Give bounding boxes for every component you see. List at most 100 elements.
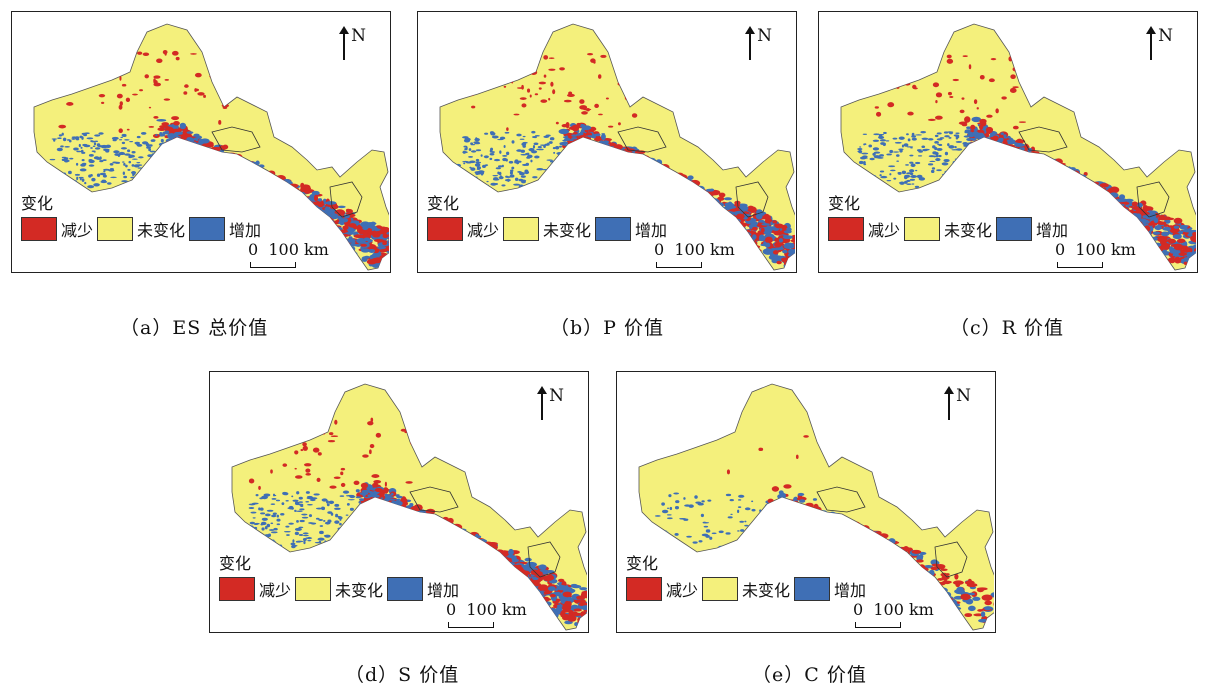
scale-bar: 0 100 km — [654, 240, 735, 268]
north-arrow-icon — [1146, 26, 1157, 60]
legend: 减少 未变化 增加 — [21, 217, 265, 241]
legend-title: 变化 — [21, 194, 54, 213]
map-panel-d: N 变化 减少 未变化 增加 0 100 km — [209, 371, 589, 633]
legend-label-decrease: 减少 — [467, 221, 500, 240]
map-panel-b: N 变化 减少 未变化 增加 0 100 km — [417, 11, 797, 273]
legend-label-unchanged: 未变化 — [335, 581, 384, 600]
legend-swatch-increase — [996, 217, 1033, 241]
legend-label-unchanged: 未变化 — [742, 581, 791, 600]
caption-a: （a）ES 总价值 — [120, 317, 269, 339]
legend-swatch-decrease — [219, 577, 255, 601]
legend-swatch-increase — [794, 577, 831, 601]
caption-e: （e）C 价值 — [752, 664, 867, 686]
scale-bar: 0 100 km — [1055, 240, 1136, 268]
legend-title: 变化 — [828, 194, 861, 213]
legend-swatch-unchanged — [702, 577, 739, 601]
legend-label-increase: 增加 — [1036, 221, 1069, 240]
legend-item-unchanged: 未变化 — [904, 217, 992, 241]
legend-label-decrease: 减少 — [61, 221, 94, 240]
map-image — [840, 23, 1196, 271]
north-arrow-icon — [339, 26, 350, 60]
legend-item-unchanged: 未变化 — [702, 577, 790, 601]
north-arrow-icon — [944, 386, 955, 420]
legend-label-increase: 增加 — [427, 581, 460, 600]
map-image — [439, 23, 795, 271]
legend-label-decrease: 减少 — [259, 581, 292, 600]
scale-bar: 0 100 km — [853, 600, 934, 628]
legend-swatch-increase — [387, 577, 424, 601]
scale-zero: 0 — [853, 600, 864, 619]
legend-swatch-unchanged — [97, 217, 134, 241]
legend-swatch-increase — [189, 217, 226, 241]
legend-label-increase: 增加 — [834, 581, 867, 600]
north-arrow-icon — [745, 26, 756, 60]
legend-title: 变化 — [427, 194, 460, 213]
scale-bar: 0 100 km — [248, 240, 329, 268]
north-label: N — [549, 386, 564, 406]
legend-swatch-unchanged — [295, 577, 332, 601]
map-image — [638, 383, 994, 631]
north-label: N — [757, 26, 772, 46]
scale-value: 100 km — [268, 240, 329, 259]
legend-label-unchanged: 未变化 — [137, 221, 186, 240]
legend-swatch-decrease — [21, 217, 57, 241]
scale-zero: 0 — [1055, 240, 1066, 259]
legend-swatch-unchanged — [503, 217, 540, 241]
scale-value: 100 km — [1075, 240, 1136, 259]
north-arrow: N — [944, 386, 971, 420]
legend-item-increase: 增加 — [189, 217, 261, 241]
legend-item-increase: 增加 — [595, 217, 667, 241]
legend: 减少 未变化 增加 — [828, 217, 1072, 241]
legend-item-decrease: 减少 — [219, 577, 291, 601]
legend-item-decrease: 减少 — [626, 577, 698, 601]
scale-value: 100 km — [466, 600, 527, 619]
map-panel-c: N 变化 减少 未变化 增加 0 100 km — [818, 11, 1198, 273]
scale-bar: 0 100 km — [446, 600, 527, 628]
map-panel-e: N 变化 减少 未变化 增加 0 100 km — [616, 371, 996, 633]
legend-item-increase: 增加 — [996, 217, 1068, 241]
north-label: N — [1158, 26, 1173, 46]
legend-swatch-increase — [595, 217, 632, 241]
legend-item-decrease: 减少 — [427, 217, 499, 241]
legend-swatch-decrease — [828, 217, 864, 241]
north-arrow: N — [537, 386, 564, 420]
north-label: N — [351, 26, 366, 46]
legend-title: 变化 — [219, 554, 252, 573]
legend-swatch-decrease — [626, 577, 662, 601]
north-arrow-icon — [537, 386, 548, 420]
caption-d: （d）S 价值 — [345, 664, 460, 686]
legend: 减少 未变化 增加 — [219, 577, 463, 601]
caption-b: （b）P 价值 — [550, 317, 664, 339]
legend-item-decrease: 减少 — [828, 217, 900, 241]
north-arrow: N — [745, 26, 772, 60]
legend-label-unchanged: 未变化 — [944, 221, 993, 240]
map-image — [33, 23, 389, 271]
scale-value: 100 km — [674, 240, 735, 259]
caption-c: （c）R 价值 — [950, 317, 1064, 339]
legend-item-unchanged: 未变化 — [503, 217, 591, 241]
legend-item-unchanged: 未变化 — [295, 577, 383, 601]
scale-value: 100 km — [873, 600, 934, 619]
legend-label-increase: 增加 — [229, 221, 262, 240]
scale-zero: 0 — [446, 600, 457, 619]
legend-item-increase: 增加 — [387, 577, 459, 601]
map-image — [231, 383, 587, 631]
north-label: N — [956, 386, 971, 406]
legend-label-decrease: 减少 — [868, 221, 901, 240]
legend: 减少 未变化 增加 — [626, 577, 870, 601]
legend-swatch-unchanged — [904, 217, 941, 241]
map-panel-a: N 变化 减少 未变化 增加 0 100 km — [11, 11, 391, 273]
legend-item-decrease: 减少 — [21, 217, 93, 241]
scale-zero: 0 — [654, 240, 665, 259]
legend-label-unchanged: 未变化 — [543, 221, 592, 240]
north-arrow: N — [339, 26, 366, 60]
north-arrow: N — [1146, 26, 1173, 60]
legend-item-unchanged: 未变化 — [97, 217, 185, 241]
legend-label-decrease: 减少 — [666, 581, 699, 600]
scale-zero: 0 — [248, 240, 259, 259]
legend-item-increase: 增加 — [794, 577, 866, 601]
legend: 减少 未变化 增加 — [427, 217, 671, 241]
legend-label-increase: 增加 — [635, 221, 668, 240]
legend-swatch-decrease — [427, 217, 463, 241]
legend-title: 变化 — [626, 554, 659, 573]
